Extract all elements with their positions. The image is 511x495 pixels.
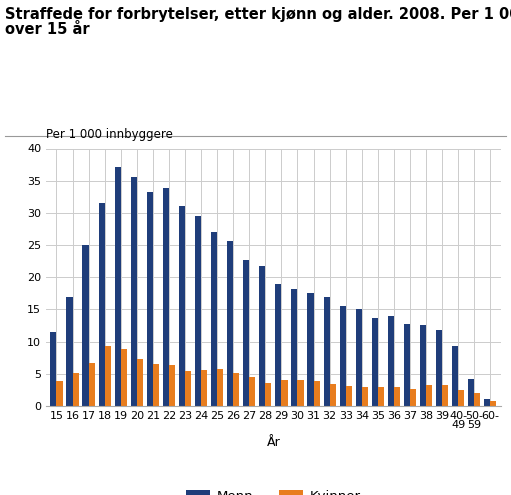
Bar — [163, 189, 169, 406]
Bar — [491, 401, 497, 406]
Bar — [410, 389, 416, 406]
Bar — [50, 332, 56, 406]
Bar — [66, 297, 73, 406]
Bar — [282, 380, 288, 406]
Bar — [371, 318, 378, 406]
Bar — [217, 369, 223, 406]
Bar — [105, 346, 111, 406]
Bar — [388, 316, 394, 406]
Bar — [249, 377, 256, 406]
Bar — [426, 385, 432, 406]
Text: Per 1 000 innbyggere: Per 1 000 innbyggere — [46, 128, 173, 141]
Bar — [394, 387, 400, 406]
Bar — [114, 166, 121, 406]
Bar — [275, 284, 282, 406]
Bar — [458, 390, 464, 406]
Bar — [243, 260, 249, 406]
Bar — [404, 324, 410, 406]
Bar — [73, 373, 79, 406]
Bar — [153, 364, 159, 406]
Bar — [484, 399, 491, 406]
Bar — [452, 346, 458, 406]
Bar — [88, 363, 95, 406]
Bar — [201, 370, 207, 406]
Bar — [291, 289, 297, 406]
Bar — [169, 365, 175, 406]
Bar — [137, 359, 143, 406]
Bar — [474, 393, 480, 406]
Bar — [259, 266, 265, 406]
X-axis label: År: År — [267, 436, 280, 448]
Text: Straffede for forbrytelser, etter kjønn og alder. 2008. Per 1 000 innbyggere: Straffede for forbrytelser, etter kjønn … — [5, 7, 511, 22]
Bar — [82, 245, 88, 406]
Bar — [362, 387, 368, 406]
Bar — [131, 177, 137, 406]
Bar — [227, 241, 233, 406]
Bar — [56, 381, 62, 406]
Bar — [121, 348, 127, 406]
Bar — [420, 326, 426, 406]
Bar — [378, 387, 384, 406]
Bar — [442, 385, 448, 406]
Bar — [314, 382, 320, 406]
Bar — [330, 384, 336, 406]
Bar — [179, 206, 185, 406]
Bar — [468, 379, 474, 406]
Bar — [356, 309, 362, 406]
Bar — [233, 373, 239, 406]
Bar — [323, 297, 330, 406]
Bar — [99, 203, 105, 406]
Bar — [195, 216, 201, 406]
Bar — [436, 330, 442, 406]
Bar — [340, 305, 346, 406]
Bar — [265, 383, 271, 406]
Text: over 15 år: over 15 år — [5, 22, 90, 37]
Legend: Menn, Kvinner: Menn, Kvinner — [181, 485, 366, 495]
Bar — [211, 232, 217, 406]
Bar — [297, 380, 304, 406]
Bar — [185, 370, 191, 406]
Bar — [308, 293, 314, 406]
Bar — [147, 192, 153, 406]
Bar — [346, 386, 352, 406]
